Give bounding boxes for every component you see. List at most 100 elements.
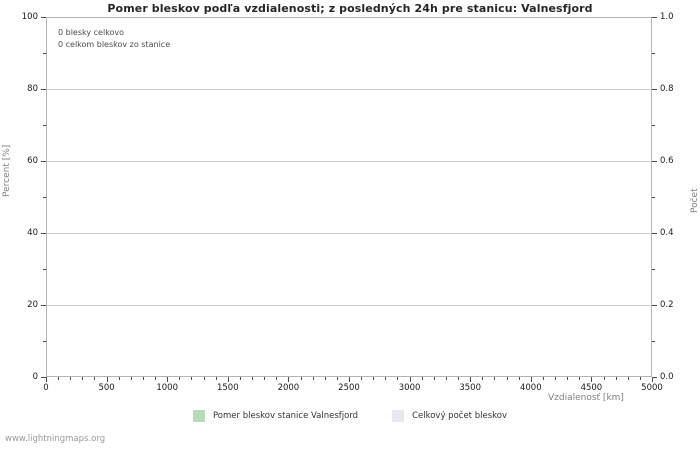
y-tick-label-right-0.6: 0.6 bbox=[660, 156, 674, 166]
y-tick-left-80 bbox=[41, 89, 46, 90]
x-tick-minor-1900 bbox=[276, 377, 278, 380]
x-tick-minor-3100 bbox=[421, 377, 423, 380]
x-tick-label-3000: 3000 bbox=[398, 383, 421, 393]
x-tick-minor-1300 bbox=[203, 377, 205, 380]
x-tick-label-1000: 1000 bbox=[156, 383, 179, 393]
x-tick-minor-800 bbox=[142, 377, 144, 380]
y-tick-label-right-0.8: 0.8 bbox=[660, 84, 674, 94]
y-tick-right-minor-0.3 bbox=[652, 269, 655, 270]
y-tick-label-right-0.0: 0.0 bbox=[660, 372, 674, 382]
x-tick-minor-2600 bbox=[361, 377, 363, 380]
x-tick-minor-1200 bbox=[191, 377, 193, 380]
x-tick-label-500: 500 bbox=[98, 383, 115, 393]
x-tick-4500 bbox=[591, 377, 593, 382]
x-tick-label-1500: 1500 bbox=[216, 383, 239, 393]
y-tick-label-left-20: 20 bbox=[27, 300, 38, 310]
x-tick-2500 bbox=[349, 377, 350, 382]
y-tick-right-0.4 bbox=[652, 233, 657, 234]
x-axis-title: Vzdialenosť [km] bbox=[548, 393, 624, 403]
y-tick-right-1.0 bbox=[652, 17, 657, 18]
x-tick-minor-2800 bbox=[385, 377, 387, 380]
legend: Pomer bleskov stanice Valnesfjord Celkov… bbox=[0, 410, 700, 422]
x-tick-label-5000: 5000 bbox=[641, 383, 663, 393]
x-tick-minor-4800 bbox=[627, 377, 629, 380]
x-tick-minor-4900 bbox=[639, 377, 641, 380]
x-tick-minor-3900 bbox=[518, 377, 520, 380]
x-tick-label-2500: 2500 bbox=[338, 383, 360, 393]
x-tick-minor-3600 bbox=[482, 377, 484, 380]
x-tick-minor-200 bbox=[70, 377, 72, 380]
legend-swatch-station bbox=[192, 410, 205, 422]
x-tick-minor-2300 bbox=[324, 377, 326, 380]
y-tick-label-right-0.4: 0.4 bbox=[660, 228, 674, 238]
x-tick-0 bbox=[46, 377, 47, 382]
x-tick-minor-3700 bbox=[494, 377, 496, 380]
y-tick-label-left-80: 80 bbox=[27, 84, 38, 94]
y-tick-left-60 bbox=[41, 161, 46, 162]
x-tick-minor-600 bbox=[118, 377, 120, 380]
footer-url: www.lightningmaps.org bbox=[5, 434, 106, 444]
x-tick-minor-2200 bbox=[312, 377, 314, 380]
x-tick-minor-4600 bbox=[603, 377, 605, 380]
x-tick-4000 bbox=[530, 377, 532, 382]
y-tick-left-40 bbox=[41, 233, 46, 234]
y-tick-label-left-100: 100 bbox=[21, 12, 38, 22]
x-tick-minor-700 bbox=[130, 377, 132, 380]
y-tick-left-minor-50 bbox=[43, 197, 46, 198]
x-tick-minor-900 bbox=[155, 377, 157, 380]
x-tick-minor-1100 bbox=[179, 377, 181, 380]
y-tick-label-right-1.0: 1.0 bbox=[660, 12, 674, 22]
x-tick-minor-1400 bbox=[215, 377, 217, 380]
y-tick-left-0 bbox=[41, 377, 46, 378]
y-tick-right-0.6 bbox=[652, 161, 657, 162]
y-tick-right-minor-0.7 bbox=[652, 125, 655, 126]
y-tick-left-minor-90 bbox=[43, 53, 46, 54]
x-tick-3000 bbox=[409, 377, 411, 382]
y-tick-label-left-0: 0 bbox=[32, 372, 38, 382]
x-tick-5000 bbox=[652, 377, 653, 382]
x-tick-minor-3800 bbox=[506, 377, 508, 380]
y-tick-right-0.8 bbox=[652, 89, 657, 90]
x-tick-minor-4400 bbox=[579, 377, 581, 380]
y-tick-label-left-40: 40 bbox=[27, 228, 38, 238]
x-tick-3500 bbox=[470, 377, 472, 382]
y-tick-left-20 bbox=[41, 305, 46, 306]
x-tick-1500 bbox=[227, 377, 229, 382]
x-tick-label-4000: 4000 bbox=[519, 383, 542, 393]
y-axis-title-right: Počet bbox=[690, 188, 700, 213]
y-axis-title-left: Percent [%] bbox=[2, 144, 12, 197]
annotation-station-strokes: 0 celkom bleskov zo stanice bbox=[58, 39, 171, 49]
y-tick-left-100 bbox=[41, 17, 46, 18]
x-tick-minor-2900 bbox=[397, 377, 399, 380]
x-tick-minor-2400 bbox=[336, 377, 338, 380]
x-tick-minor-4200 bbox=[555, 377, 557, 380]
legend-entry-total[interactable]: Celkový počet bleskov bbox=[392, 410, 507, 422]
y-tick-left-minor-30 bbox=[43, 269, 46, 270]
x-tick-1000 bbox=[167, 377, 169, 382]
gridline-20 bbox=[47, 305, 651, 306]
plot-annotations: 0 blesky celkovo 0 celkom bleskov zo sta… bbox=[58, 27, 170, 50]
legend-label-total: Celkový počet bleskov bbox=[412, 411, 507, 421]
x-tick-minor-2700 bbox=[373, 377, 375, 380]
y-tick-right-minor-0.1 bbox=[652, 341, 655, 342]
x-tick-minor-3400 bbox=[458, 377, 460, 380]
x-tick-label-2000: 2000 bbox=[277, 383, 300, 393]
y-tick-right-0.0 bbox=[652, 377, 657, 378]
x-tick-minor-300 bbox=[82, 377, 84, 380]
x-tick-minor-100 bbox=[58, 377, 60, 380]
x-tick-minor-400 bbox=[94, 377, 96, 380]
gridline-60 bbox=[47, 161, 651, 162]
x-tick-minor-4100 bbox=[542, 377, 544, 380]
x-tick-minor-2100 bbox=[300, 377, 302, 380]
plot-area bbox=[46, 17, 652, 377]
gridline-80 bbox=[47, 89, 651, 90]
x-tick-label-4500: 4500 bbox=[580, 383, 603, 393]
y-tick-label-left-60: 60 bbox=[27, 156, 38, 166]
legend-entry-station[interactable]: Pomer bleskov stanice Valnesfjord bbox=[192, 410, 358, 422]
y-tick-right-minor-0.5 bbox=[652, 197, 655, 198]
chart-title: Pomer bleskov podľa vzdialenosti; z posl… bbox=[107, 2, 593, 15]
y-tick-right-minor-0.9 bbox=[652, 53, 655, 54]
x-tick-minor-4300 bbox=[567, 377, 569, 380]
x-tick-label-3500: 3500 bbox=[459, 383, 482, 393]
x-tick-minor-1700 bbox=[252, 377, 254, 380]
